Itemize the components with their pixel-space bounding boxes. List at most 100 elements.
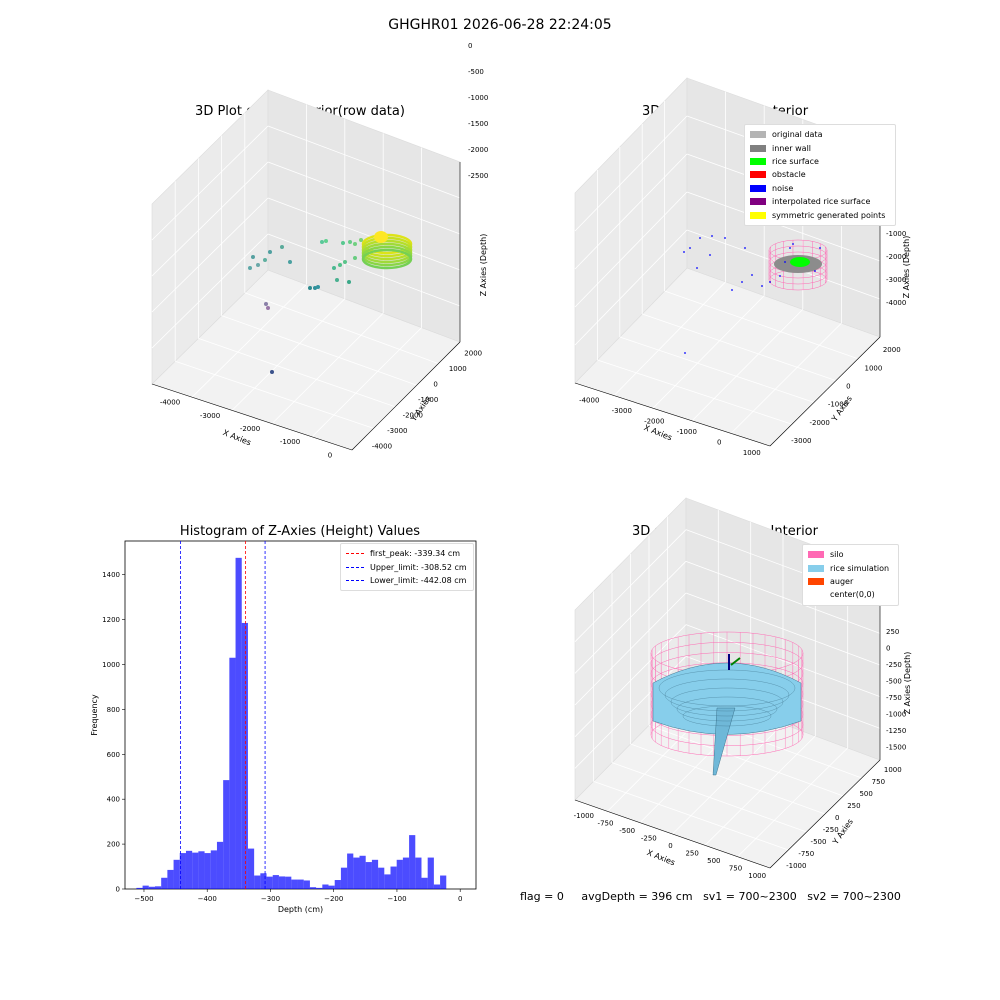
- histogram-bar: [173, 859, 180, 889]
- p2-grid-line: [686, 191, 881, 262]
- p1-grid-line: [311, 327, 422, 438]
- p2-rice-surface: [790, 257, 810, 267]
- p4-y-tick-label: 500: [859, 790, 872, 798]
- histogram-bar: [216, 841, 224, 889]
- p4-x-axis-line: [574, 799, 771, 869]
- p1-data-point: [251, 255, 255, 259]
- p2-noise-point: [699, 237, 701, 239]
- p2-grid-line: [597, 359, 793, 425]
- p1-data-point: [343, 260, 347, 264]
- p1-y-tick-label: -1000: [418, 396, 438, 404]
- histogram-bar: [359, 855, 366, 889]
- histogram-bar: [347, 853, 354, 889]
- histogram-bar: [247, 848, 255, 889]
- y-tick-label: 0: [116, 886, 120, 894]
- p2-y-axis-label: Y Axies: [829, 394, 854, 424]
- y-tick-label: 400: [107, 796, 120, 804]
- y-tick-label: 1200: [102, 616, 120, 624]
- p2-x-tick-label: -4000: [579, 396, 599, 404]
- p2-noise-point: [792, 243, 794, 245]
- p4-z-axis-label: Z Axies (Depth): [903, 652, 912, 715]
- p2-grid-line: [691, 309, 804, 422]
- p2-grid-line: [574, 229, 688, 346]
- p4-y-tick-label: -1000: [786, 862, 806, 870]
- y-tick-label: 600: [107, 751, 120, 759]
- legend-item-noise: noise: [750, 182, 890, 195]
- legend-item-rice-simulation: rice simulation: [808, 561, 893, 574]
- p1-data-point: [316, 285, 320, 289]
- p2-x-axis-label: X Axies: [643, 423, 674, 442]
- y-tick-label: 1400: [102, 571, 120, 579]
- histogram-bar: [185, 850, 193, 889]
- p4-y-tick-label: 750: [872, 778, 885, 786]
- x-tick-label: −500: [134, 895, 153, 903]
- p2-grid-line: [574, 153, 688, 270]
- sv2-text: sv2 = 700~2300: [807, 890, 901, 903]
- y-tick-label: 1000: [102, 661, 120, 669]
- histogram-bar: [241, 622, 248, 889]
- p2-noise-point: [731, 289, 733, 291]
- histogram-bar: [198, 851, 205, 889]
- p2-y-tick-label: -2000: [810, 419, 830, 427]
- p1-ring-points: [361, 248, 413, 270]
- legend-item-silo: silo: [808, 548, 893, 561]
- p1-z-tick-label: -500: [468, 68, 484, 76]
- histogram-bar: [192, 852, 199, 889]
- p2-noise-point: [683, 251, 685, 253]
- histogram-bar: [421, 877, 428, 889]
- histogram-x-axis-label: Depth (cm): [278, 905, 323, 914]
- p1-grid-line: [244, 292, 439, 364]
- p4-y-tick-label: 250: [847, 802, 860, 810]
- p2-z-axis-label: Z Axies (Depth): [902, 236, 911, 299]
- p1-data-point: [348, 240, 352, 244]
- legend-item-auger: auger: [808, 575, 893, 588]
- p4-center-marker: [730, 657, 741, 666]
- p4-rice-mesh: [664, 678, 790, 712]
- legend-line: [346, 553, 364, 555]
- histogram-bar: [210, 850, 217, 889]
- legend-swatch: [808, 577, 824, 585]
- histogram-bar: [272, 875, 279, 889]
- x-tick-label: 0: [458, 895, 462, 903]
- p1-data-point: [264, 302, 268, 306]
- p2-noise-point: [741, 281, 743, 283]
- histogram-bar: [154, 886, 162, 889]
- p2-grid-line: [664, 290, 859, 360]
- legend-item-interpolated: interpolated rice surface: [750, 195, 890, 208]
- flag-text: flag = 0: [520, 890, 564, 903]
- p2-grid-line: [613, 281, 726, 396]
- p1-grid-line: [151, 125, 269, 241]
- x-tick-label: −100: [387, 895, 406, 903]
- p2-noise-point: [751, 274, 753, 276]
- histogram-bar: [167, 869, 174, 889]
- p2-noise-point: [724, 237, 726, 239]
- p2-grid-line: [574, 191, 688, 308]
- p1-grid-line: [191, 284, 307, 398]
- p2-y-axis-line: [769, 336, 881, 447]
- p1-data-point: [280, 245, 284, 249]
- p4-x-axis-label: X Axies: [646, 848, 677, 867]
- p2-grid-line: [574, 115, 688, 232]
- avg-depth-text: avgDepth = 396 cm: [581, 890, 693, 903]
- histogram-bar: [148, 886, 155, 889]
- figure-title: GHGHR01 2026-06-28 22:24:05: [388, 17, 612, 33]
- p1-x-tick-label: -3000: [200, 412, 220, 420]
- p1-y-axis-line: [351, 341, 461, 451]
- p4-x-tick-label: 0: [668, 842, 672, 850]
- p1-point-cluster: [374, 231, 388, 243]
- legend-swatch: [750, 144, 766, 152]
- p4-z-tick-label: -1000: [886, 711, 906, 719]
- p4-rice-cone: [712, 707, 736, 776]
- histogram-bar: [353, 857, 360, 889]
- panel3-title: Histogram of Z-Axies (Height) Values: [179, 524, 421, 539]
- p2-noise-point: [696, 267, 698, 269]
- histogram-bar: [223, 780, 230, 889]
- histogram-bar: [378, 867, 385, 889]
- p1-x-axis-line: [151, 383, 353, 451]
- p4-y-tick-label: -250: [823, 826, 839, 834]
- legend-item-lower-limit: Lower_limit: -442.08 cm: [346, 574, 468, 587]
- p4-grid-line: [574, 529, 687, 642]
- legend-swatch: [750, 157, 766, 165]
- legend-swatch: [750, 198, 766, 206]
